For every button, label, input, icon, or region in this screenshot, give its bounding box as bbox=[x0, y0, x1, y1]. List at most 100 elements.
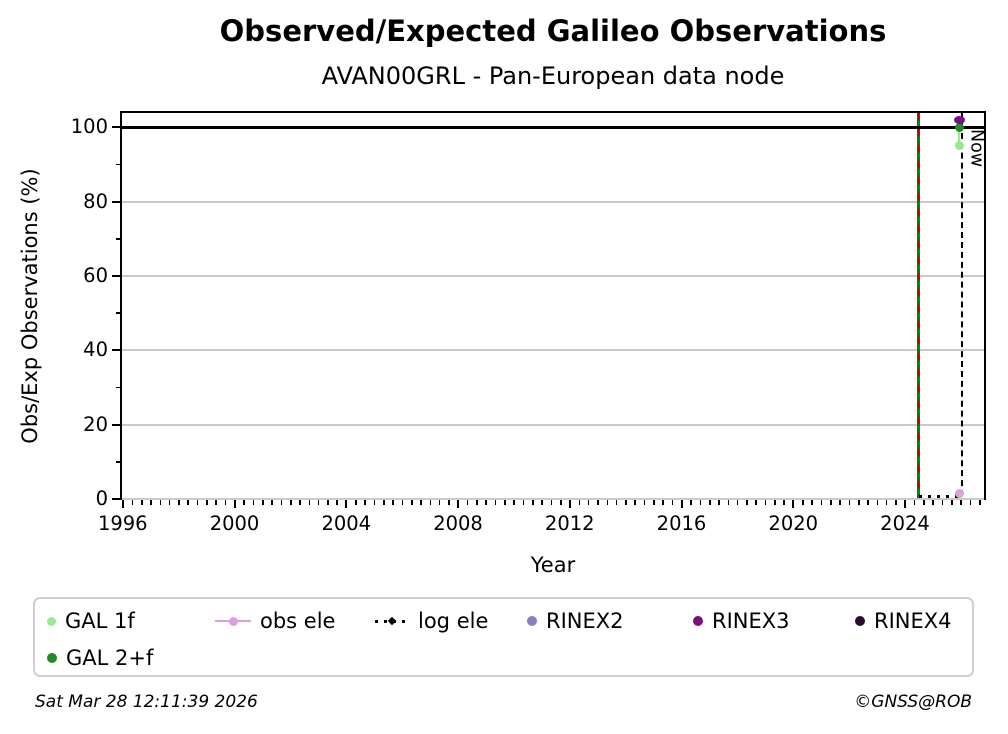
reference-line-100 bbox=[122, 126, 984, 129]
x-minor-tick bbox=[671, 500, 674, 505]
plot-timestamp: Sat Mar 28 12:11:39 2026 bbox=[35, 692, 258, 712]
x-minor-tick bbox=[308, 500, 311, 505]
gridline-y bbox=[122, 497, 984, 500]
x-minor-tick bbox=[159, 500, 162, 505]
x-tick-label: 2004 bbox=[321, 512, 372, 535]
x-minor-tick bbox=[550, 500, 553, 505]
x-minor-tick bbox=[476, 500, 478, 505]
now-vline bbox=[961, 113, 964, 496]
x-minor-tick bbox=[895, 500, 897, 505]
x-minor-tick bbox=[504, 500, 506, 505]
x-major-tick bbox=[680, 500, 683, 508]
x-minor-tick bbox=[941, 500, 944, 505]
x-minor-tick bbox=[271, 500, 273, 505]
x-tick-label: 1996 bbox=[97, 512, 148, 535]
x-minor-tick bbox=[727, 500, 730, 505]
x-major-tick bbox=[568, 500, 571, 508]
x-axis-label: Year bbox=[530, 553, 576, 577]
x-minor-tick bbox=[923, 500, 925, 505]
x-minor-tick bbox=[969, 500, 972, 505]
plot-area: Now bbox=[120, 111, 986, 500]
x-minor-tick bbox=[839, 500, 841, 505]
rinex2-marker-icon bbox=[527, 616, 537, 626]
x-minor-tick bbox=[867, 500, 869, 505]
x-minor-tick bbox=[820, 500, 823, 505]
x-minor-tick bbox=[708, 500, 711, 505]
x-minor-tick bbox=[718, 500, 720, 505]
x-major-tick bbox=[233, 500, 236, 508]
log-ele-line bbox=[918, 494, 963, 498]
gal-2f-marker-icon bbox=[47, 653, 57, 663]
x-minor-tick bbox=[522, 500, 525, 505]
data-point-rinex3 bbox=[953, 115, 965, 124]
legend-item-rinex2: RINEX2 bbox=[527, 606, 624, 636]
x-minor-tick bbox=[587, 500, 590, 505]
y-tick-label: 20 bbox=[83, 412, 108, 436]
x-minor-tick bbox=[466, 500, 469, 505]
x-minor-tick bbox=[448, 500, 450, 505]
legend-item-gal-2f: GAL 2+f bbox=[47, 643, 153, 673]
x-minor-tick bbox=[829, 500, 832, 505]
y-tick-label: 0 bbox=[95, 486, 108, 510]
x-minor-tick bbox=[364, 500, 366, 505]
x-major-tick bbox=[903, 500, 906, 508]
x-minor-tick bbox=[392, 500, 394, 505]
legend-item-rinex4: RINEX4 bbox=[855, 606, 952, 636]
y-tick-label: 40 bbox=[83, 338, 108, 362]
x-minor-tick bbox=[336, 500, 339, 505]
x-tick-label: 2000 bbox=[209, 512, 260, 535]
x-minor-tick bbox=[252, 500, 255, 505]
gal-1f-marker-icon bbox=[47, 616, 56, 626]
legend-label: log ele bbox=[418, 609, 489, 633]
x-minor-tick bbox=[317, 500, 320, 505]
y-tick-label: 80 bbox=[83, 189, 108, 213]
x-minor-tick bbox=[662, 500, 664, 505]
x-minor-tick bbox=[774, 500, 776, 505]
x-minor-tick bbox=[150, 500, 152, 505]
now-label: Now bbox=[966, 129, 987, 168]
x-minor-tick bbox=[876, 500, 879, 505]
x-minor-tick bbox=[168, 500, 171, 505]
x-minor-tick bbox=[653, 500, 655, 505]
x-minor-tick bbox=[401, 500, 404, 505]
x-minor-tick bbox=[755, 500, 758, 505]
legend-label: RINEX2 bbox=[546, 609, 624, 633]
x-minor-tick bbox=[690, 500, 692, 505]
gridline-y bbox=[122, 423, 984, 426]
x-major-tick bbox=[457, 500, 460, 508]
x-major-tick bbox=[792, 500, 795, 508]
y-major-tick bbox=[112, 349, 120, 352]
x-minor-tick bbox=[746, 500, 748, 505]
x-minor-tick bbox=[131, 500, 134, 505]
legend-label: RINEX4 bbox=[874, 609, 952, 633]
chart-subtitle: AVAN00GRL - Pan-European data node bbox=[321, 62, 785, 90]
x-minor-tick bbox=[243, 500, 245, 505]
legend-item-obs-ele: obs ele bbox=[215, 606, 335, 636]
x-minor-tick bbox=[196, 500, 199, 505]
x-minor-tick bbox=[289, 500, 292, 505]
obs-ele-marker-icon bbox=[215, 616, 251, 626]
x-minor-tick bbox=[811, 500, 813, 505]
x-minor-tick bbox=[960, 500, 962, 505]
x-minor-tick bbox=[625, 500, 627, 505]
x-minor-tick bbox=[532, 500, 534, 505]
x-minor-tick bbox=[634, 500, 637, 505]
data-point-obs-ele bbox=[954, 488, 964, 498]
data-point-gal-2-f bbox=[954, 122, 964, 132]
x-minor-tick bbox=[643, 500, 646, 505]
x-minor-tick bbox=[978, 500, 981, 505]
x-minor-tick bbox=[383, 500, 385, 505]
y-major-tick bbox=[112, 497, 120, 500]
gal-connector-line bbox=[958, 127, 961, 146]
x-minor-tick bbox=[857, 500, 860, 505]
gridline-y bbox=[122, 349, 984, 352]
x-major-tick bbox=[345, 500, 348, 508]
log-ele-marker-icon bbox=[375, 616, 409, 626]
x-minor-tick bbox=[494, 500, 497, 505]
y-major-tick bbox=[112, 423, 120, 426]
legend-label: obs ele bbox=[260, 609, 336, 633]
x-minor-tick bbox=[206, 500, 208, 505]
x-minor-tick bbox=[187, 500, 190, 505]
legend-item-log-ele: log ele bbox=[375, 606, 488, 636]
x-minor-tick bbox=[429, 500, 432, 505]
